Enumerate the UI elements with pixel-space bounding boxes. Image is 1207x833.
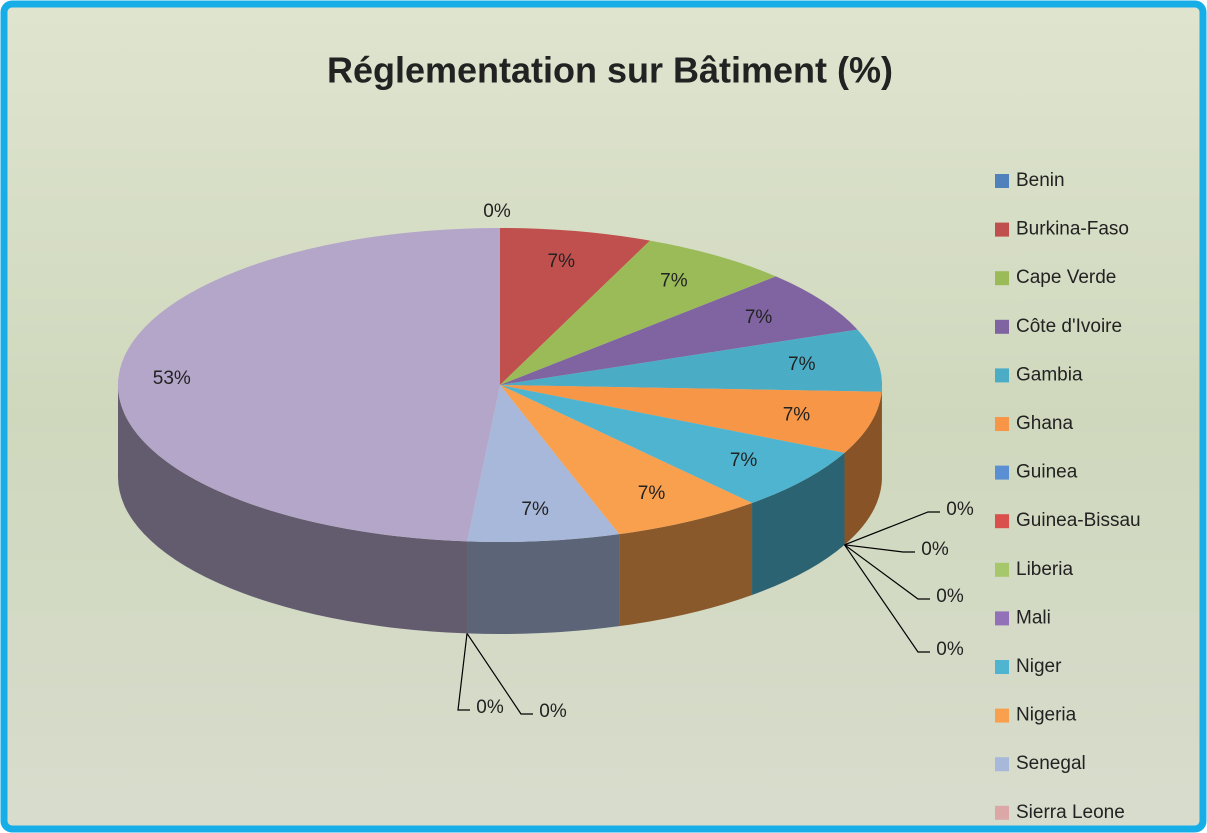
legend-swatch: [995, 757, 1009, 772]
legend-swatch: [995, 562, 1009, 577]
leader-line: [466, 633, 533, 715]
slice-side: [467, 534, 620, 634]
legend-swatch: [995, 271, 1009, 286]
data-label: 0%: [936, 639, 964, 660]
legend-swatch: [995, 319, 1009, 334]
data-label: 7%: [783, 404, 811, 425]
data-label: 53%: [153, 368, 191, 389]
legend-label: Niger: [1016, 656, 1062, 677]
legend-label: Ghana: [1016, 413, 1073, 434]
pie-slice: [117, 228, 501, 542]
legend-label: Guinea: [1016, 462, 1078, 483]
legend-swatch: [995, 805, 1009, 820]
data-label: 7%: [548, 251, 576, 272]
legend-label: Liberia: [1016, 559, 1073, 580]
legend-label: Côte d'Ivoire: [1016, 316, 1122, 337]
pie-tops: [117, 228, 882, 542]
data-label: 0%: [936, 586, 964, 607]
pie-slice: [500, 276, 858, 385]
legend-label: Benin: [1016, 170, 1065, 191]
leader-line: [844, 544, 930, 653]
legend-label: Senegal: [1016, 753, 1086, 774]
legend-label: Gambia: [1016, 364, 1083, 385]
pie-slice: [500, 228, 650, 385]
data-label: 7%: [638, 483, 666, 504]
data-label: 0%: [921, 539, 949, 560]
legend-label: Mali: [1016, 607, 1051, 628]
data-label: 7%: [521, 499, 549, 520]
data-label: 7%: [730, 450, 758, 471]
pie-slice: [467, 385, 620, 542]
legend-swatch: [995, 222, 1009, 237]
pie-slice: [500, 329, 882, 392]
leader-line: [457, 633, 470, 711]
data-label: 7%: [745, 307, 773, 328]
legend-swatch: [995, 368, 1009, 383]
legend-swatch: [995, 465, 1009, 480]
chart-title: Réglementation sur Bâtiment (%): [327, 50, 893, 91]
legend-label: Guinea-Bissau: [1016, 510, 1141, 531]
data-label: 0%: [483, 201, 511, 222]
legend-swatch: [995, 514, 1009, 529]
slice-side: [752, 452, 845, 595]
legend-swatch: [995, 611, 1009, 626]
legend-swatch: [995, 708, 1009, 723]
legend-label: Nigeria: [1016, 705, 1077, 726]
legend-label: Sierra Leone: [1016, 802, 1125, 823]
leader-line: [844, 511, 940, 546]
pie-slice: [500, 385, 753, 535]
data-label: 7%: [788, 354, 816, 375]
data-label: 7%: [660, 271, 688, 292]
pie-slice: [500, 385, 882, 453]
slice-side: [844, 391, 882, 545]
legend-label: Burkina-Faso: [1016, 219, 1129, 240]
pie-slice: [500, 385, 845, 503]
legend-swatch: [995, 417, 1009, 431]
data-labels: 0% 7% 7% 7% 7% 7% 0% 0% 0% 0% 7% 7% 7% 0% 0% 53%: [153, 201, 974, 722]
legend-swatch: [995, 660, 1009, 674]
leader-line: [844, 544, 930, 600]
legend-label: Cape Verde: [1016, 267, 1116, 288]
data-label: 0%: [539, 701, 567, 722]
legend-swatch: [995, 174, 1009, 188]
data-label: 0%: [476, 697, 504, 718]
leader-line: [844, 544, 915, 553]
pie-slice: [500, 240, 776, 385]
legend: Benin Burkina-Faso Cape Verde Côte d'Ivoire…: [995, 170, 1141, 823]
data-label: 0%: [946, 499, 974, 520]
slice-side: [118, 385, 468, 634]
slice-side: [619, 502, 753, 627]
pie-sides: [118, 385, 883, 634]
